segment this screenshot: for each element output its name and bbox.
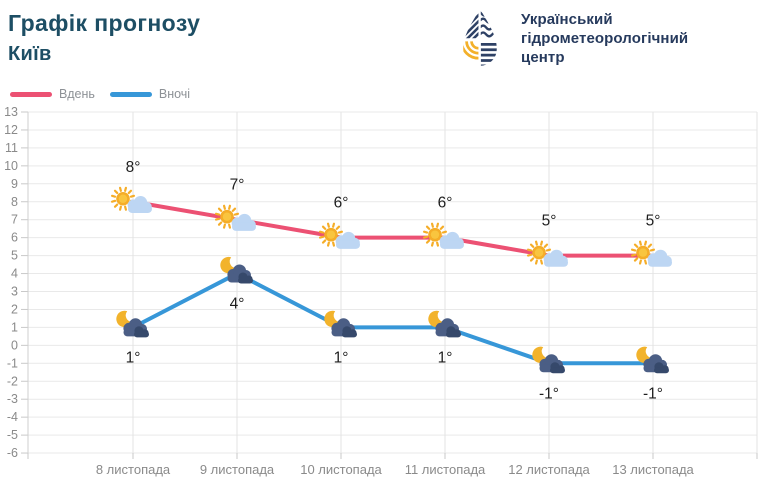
y-axis-label: 13 bbox=[4, 105, 18, 119]
logo-drop-icon bbox=[463, 8, 497, 66]
point-label: 5° bbox=[542, 213, 557, 230]
logo-text-line: центр bbox=[521, 49, 565, 66]
cloud-with-sun-icon bbox=[318, 222, 360, 249]
point-label: 6° bbox=[334, 195, 349, 212]
cloud-shadow-shape bbox=[342, 326, 357, 338]
point-label: 8° bbox=[126, 159, 141, 176]
cloud-shadow-shape bbox=[134, 326, 149, 338]
series-line-night bbox=[131, 271, 655, 366]
cloud-shadow-shape bbox=[238, 272, 253, 284]
logo-text-line: Український bbox=[521, 11, 613, 28]
point-label: 1° bbox=[334, 349, 349, 366]
y-axis-label: -2 bbox=[7, 374, 18, 388]
cloud-shadow-shape bbox=[550, 362, 565, 374]
cloud-shape bbox=[543, 249, 568, 267]
x-axis-label: 13 листопада bbox=[612, 462, 694, 477]
logo-text-line: гідрометеорологічний bbox=[521, 30, 689, 47]
cloud-shape bbox=[439, 231, 464, 249]
cloud-with-sun-icon bbox=[422, 222, 464, 249]
y-axis-label: 4 bbox=[11, 267, 18, 281]
cloud-shape bbox=[127, 195, 152, 213]
y-axis-label: -4 bbox=[7, 410, 18, 424]
cloud-shape bbox=[331, 318, 357, 338]
moon-with-cloud-icon bbox=[116, 310, 149, 338]
cloud-shadow-shape bbox=[654, 362, 669, 374]
y-axis-label: 2 bbox=[11, 302, 18, 316]
moon-with-cloud-icon bbox=[428, 310, 461, 338]
sun-with-cloud-icon bbox=[526, 240, 568, 267]
y-axis-label: -6 bbox=[7, 446, 18, 460]
legend-item-night[interactable]: Вночі bbox=[109, 87, 191, 101]
sun-rays bbox=[110, 186, 136, 211]
cloud-shape bbox=[231, 213, 256, 231]
moon-with-cloud-icon bbox=[220, 256, 253, 284]
legend-item-day[interactable]: Вдень bbox=[10, 87, 95, 101]
cloud-shape bbox=[227, 264, 253, 284]
ukrhydrometeo-logo: Український гідрометеорологічний центр bbox=[457, 6, 688, 72]
y-axis-label: 7 bbox=[11, 213, 18, 227]
sun-rays bbox=[422, 222, 448, 247]
moon-with-cloud-icon bbox=[636, 346, 669, 374]
point-label: -1° bbox=[643, 385, 663, 402]
y-axis-label: 11 bbox=[5, 141, 18, 155]
sun-rays bbox=[214, 204, 240, 229]
y-axis-label: 12 bbox=[4, 123, 18, 137]
moon-with-cloud-icon bbox=[532, 346, 565, 374]
logo-text: Український гідрометеорологічний центр bbox=[521, 10, 688, 67]
x-axis-label: 11 листопада bbox=[405, 462, 486, 477]
y-axis-label: -5 bbox=[7, 428, 18, 442]
y-axis-label: -3 bbox=[7, 392, 18, 406]
cloud-shape bbox=[435, 318, 461, 338]
location-subtitle: Київ bbox=[8, 43, 52, 65]
moon-with-cloud-icon bbox=[324, 310, 357, 338]
x-axis-label: 9 листопада bbox=[200, 462, 275, 477]
point-label: -1° bbox=[539, 385, 559, 402]
series-line-day bbox=[131, 199, 655, 258]
y-axis-label: 0 bbox=[11, 338, 18, 352]
chart-header: Графік прогнозу Київ bbox=[8, 8, 200, 66]
y-axis-label: 6 bbox=[11, 231, 18, 245]
y-axis-label: 5 bbox=[11, 249, 18, 263]
y-axis-label: 9 bbox=[11, 177, 18, 191]
y-axis-label: 1 bbox=[11, 320, 18, 334]
point-label: 7° bbox=[230, 177, 245, 194]
point-label: 4° bbox=[230, 296, 245, 313]
night-series-swatch bbox=[109, 91, 152, 97]
x-axis-label: 10 листопада bbox=[300, 462, 382, 477]
cloud-shape bbox=[123, 318, 149, 338]
cloud-shape bbox=[335, 231, 360, 249]
x-axis-label: 8 листопада bbox=[96, 462, 171, 477]
cloud-shape bbox=[539, 354, 565, 374]
y-axis-label: 3 bbox=[11, 285, 18, 299]
chart-legend: Вдень Вночі bbox=[10, 87, 190, 101]
y-axis-label: 8 bbox=[11, 195, 18, 209]
point-label: 1° bbox=[438, 349, 453, 366]
point-label: 1° bbox=[126, 349, 141, 366]
cloud-shape bbox=[643, 354, 669, 374]
day-series-swatch bbox=[10, 91, 52, 97]
cloud-shape bbox=[647, 249, 672, 267]
sun-with-cloud-icon bbox=[630, 240, 672, 267]
cloud-shadow-shape bbox=[446, 326, 461, 338]
sun-behind-cloud-icon bbox=[110, 186, 152, 213]
legend-label-night: Вночі bbox=[158, 87, 191, 101]
page-title: Графік прогнозу bbox=[8, 10, 201, 36]
x-axis-label: 12 листопада bbox=[508, 462, 590, 477]
point-label: 6° bbox=[438, 195, 453, 212]
cloud-with-sun-icon bbox=[214, 204, 256, 231]
legend-label-day: Вдень bbox=[59, 87, 95, 101]
y-axis-label: 10 bbox=[4, 159, 18, 173]
point-label: 5° bbox=[646, 213, 661, 230]
y-axis-label: -1 bbox=[7, 356, 18, 370]
